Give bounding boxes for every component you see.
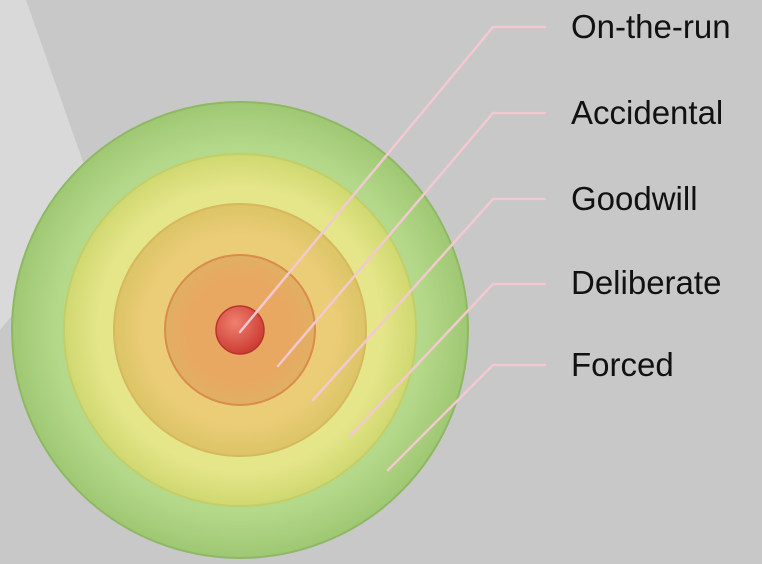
leader-line-on-the-run — [238, 25, 547, 334]
leader-line-goodwill — [311, 197, 547, 402]
label-goodwill: Goodwill — [571, 180, 698, 217]
label-forced: Forced — [571, 346, 674, 383]
leader-line-forced — [386, 363, 547, 472]
leader-line-deliberate — [348, 282, 547, 438]
label-accidental: Accidental — [571, 94, 724, 131]
background-band — [0, 0, 100, 330]
leader-line-accidental — [276, 111, 547, 368]
label-on-the-run: On-the-run — [571, 8, 731, 45]
label-deliberate: Deliberate — [571, 264, 722, 301]
